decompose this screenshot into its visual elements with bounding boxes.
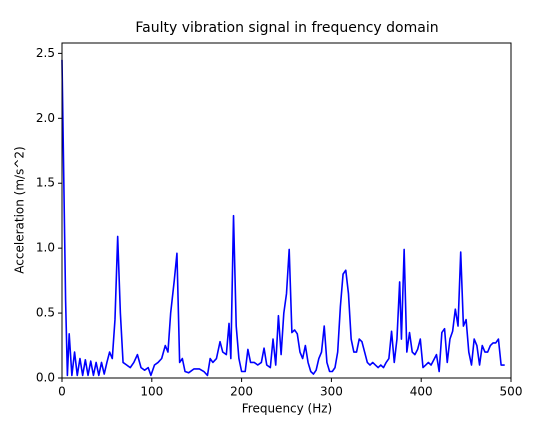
chart-title: Faulty vibration signal in frequency dom… (135, 20, 438, 36)
x-tick-label: 500 (500, 385, 523, 399)
x-axis-label: Frequency (Hz) (242, 402, 333, 416)
x-tick-label: 200 (230, 385, 253, 399)
x-tick-label: 400 (410, 385, 433, 399)
y-tick-label: 2.5 (36, 46, 55, 60)
y-tick-label: 2.0 (36, 111, 55, 125)
x-tick-label: 300 (320, 385, 343, 399)
data-line (61, 59, 505, 377)
y-tick-label: 0.5 (36, 306, 55, 320)
plot-frame (61, 42, 512, 379)
y-tick-label: 1.5 (36, 176, 55, 190)
x-tick-label: 100 (140, 385, 163, 399)
y-tick-label: 0.0 (36, 371, 55, 385)
y-axis-label: Acceleration (m/s^2) (13, 146, 27, 273)
x-tick-label: 0 (58, 385, 66, 399)
y-tick-label: 1.0 (36, 241, 55, 255)
